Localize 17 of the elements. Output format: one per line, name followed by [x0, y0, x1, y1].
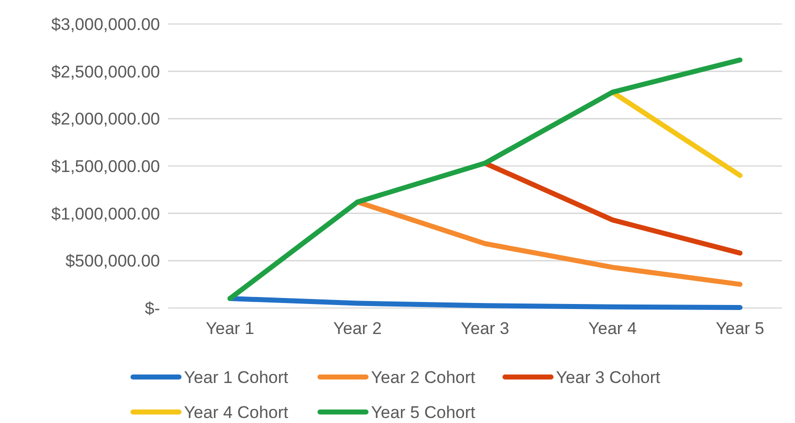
legend-label: Year 3 Cohort	[556, 368, 661, 387]
x-tick-label: Year 5	[716, 319, 764, 338]
y-tick-label: $2,500,000.00	[51, 62, 160, 82]
y-tick-label: $3,000,000.00	[51, 14, 160, 34]
legend-label: Year 1 Cohort	[184, 368, 289, 387]
y-tick-label: $1,000,000.00	[51, 204, 160, 224]
legend-label: Year 4 Cohort	[184, 402, 289, 422]
legend-label: Year 2 Cohort	[371, 368, 476, 387]
y-tick-label: $500,000.00	[65, 252, 160, 271]
x-tick-label: Year 3	[460, 319, 510, 338]
y-tick-label: $-	[144, 298, 160, 318]
legend-label: Year 5 Cohort	[371, 402, 476, 422]
x-tick-label: Year 2	[333, 319, 382, 338]
x-tick-label: Year 4	[588, 319, 637, 338]
y-tick-label: $1,500,000.00	[51, 156, 160, 176]
x-tick-label: Year 1	[206, 319, 254, 338]
y-tick-label: $2,000,000.00	[51, 110, 160, 129]
